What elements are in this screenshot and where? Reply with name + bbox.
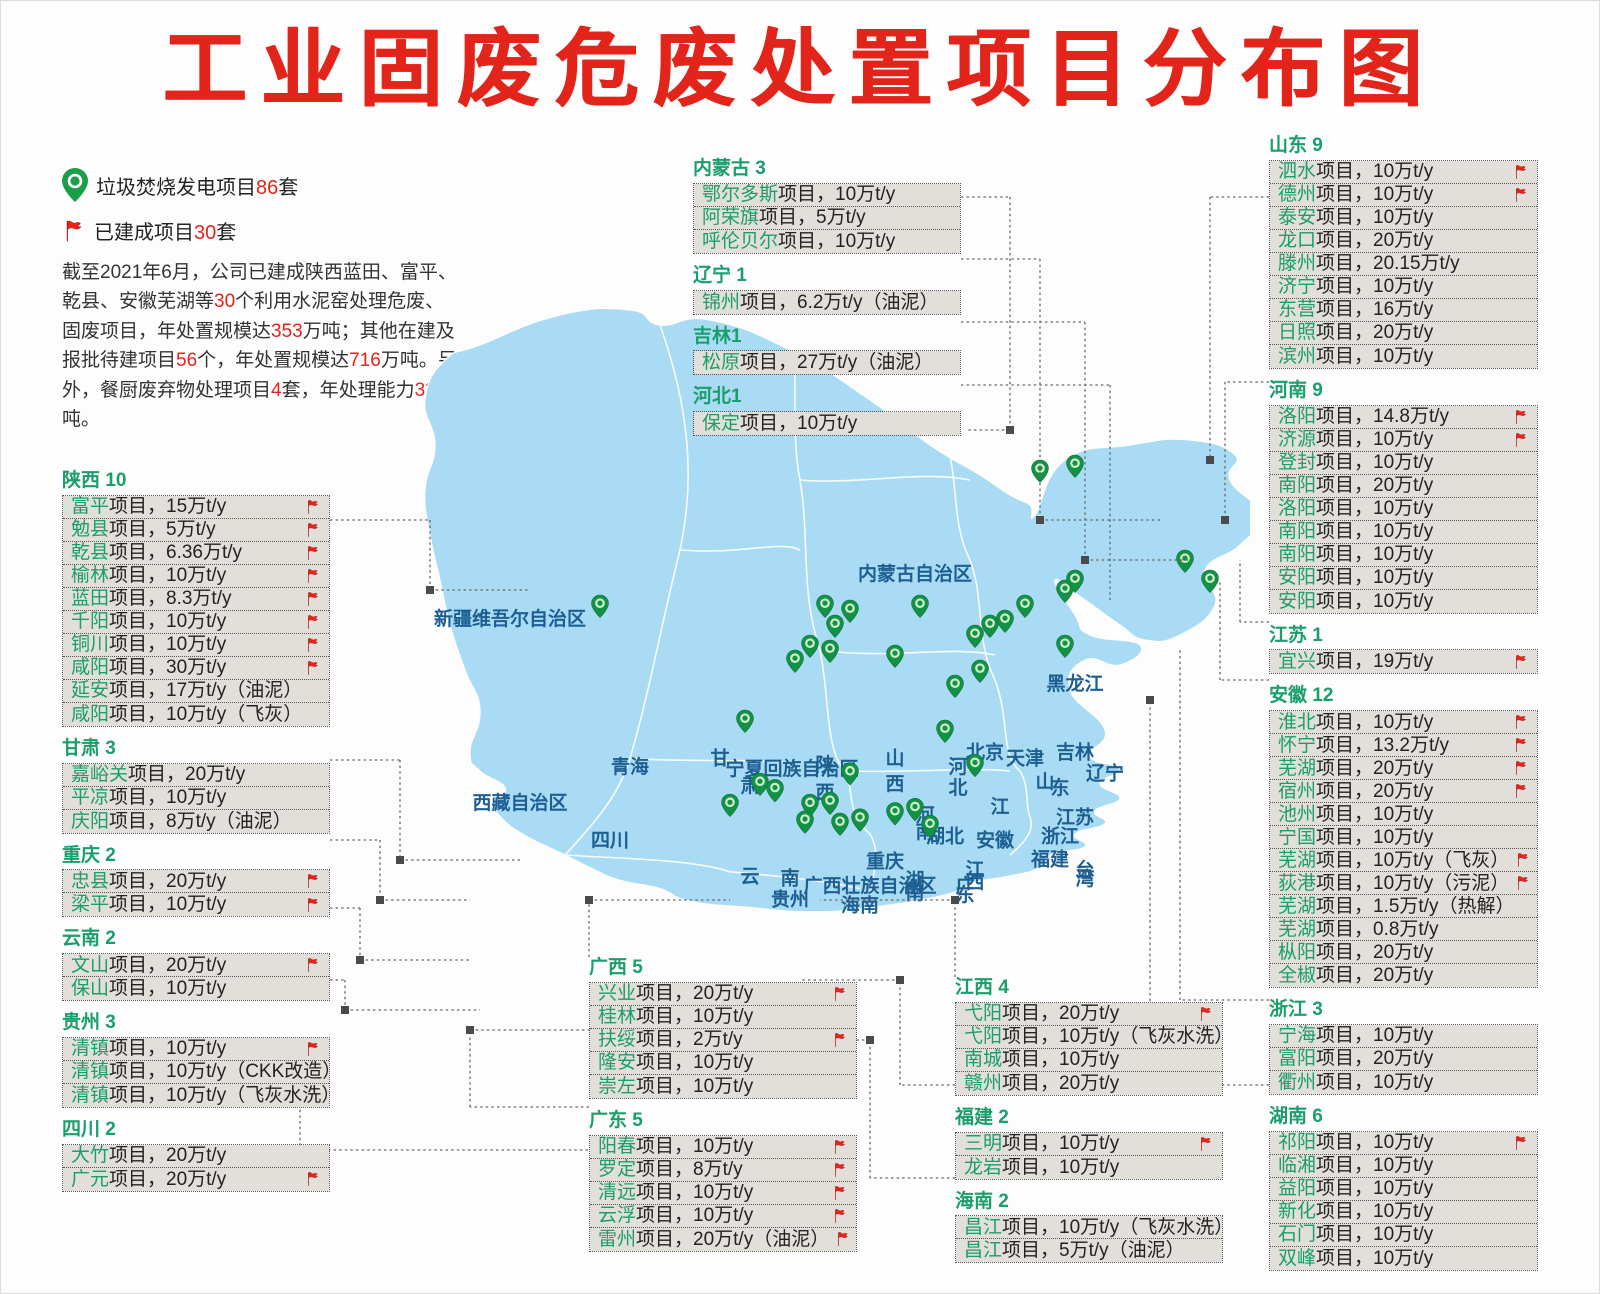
svg-text:安徽: 安徽 xyxy=(976,829,1015,852)
svg-text:江苏: 江苏 xyxy=(1056,806,1094,829)
svg-text:西藏自治区: 西藏自治区 xyxy=(472,791,567,814)
svg-text:四川: 四川 xyxy=(591,831,629,852)
svg-text:江: 江 xyxy=(990,796,1009,818)
svg-text:浙江: 浙江 xyxy=(1041,824,1079,847)
svg-text:云: 云 xyxy=(740,866,759,887)
svg-text:山: 山 xyxy=(885,748,904,770)
svg-text:湾: 湾 xyxy=(1075,867,1094,890)
svg-text:东: 东 xyxy=(955,883,974,906)
svg-text:福建: 福建 xyxy=(1030,848,1069,871)
svg-text:天津: 天津 xyxy=(1006,747,1044,770)
svg-text:陕: 陕 xyxy=(815,753,834,776)
svg-text:内蒙古自治区: 内蒙古自治区 xyxy=(858,562,972,585)
svg-text:新疆维吾尔自治区: 新疆维吾尔自治区 xyxy=(434,607,586,630)
svg-text:南: 南 xyxy=(780,867,799,889)
svg-text:贵州: 贵州 xyxy=(771,888,809,910)
svg-text:海南: 海南 xyxy=(841,894,879,917)
svg-text:重庆: 重庆 xyxy=(866,850,904,873)
svg-text:辽宁: 辽宁 xyxy=(1086,761,1124,784)
svg-text:东: 东 xyxy=(1050,776,1069,799)
svg-text:河: 河 xyxy=(948,756,967,778)
svg-text:广西壮族自治区: 广西壮族自治区 xyxy=(803,874,936,897)
svg-text:青海: 青海 xyxy=(611,755,649,778)
svg-text:吉林: 吉林 xyxy=(1056,740,1094,763)
svg-text:黑龙江: 黑龙江 xyxy=(1046,672,1103,695)
svg-text:宁夏回族自治区: 宁夏回族自治区 xyxy=(725,757,858,780)
svg-text:西: 西 xyxy=(885,774,904,795)
svg-text:北: 北 xyxy=(948,777,967,799)
